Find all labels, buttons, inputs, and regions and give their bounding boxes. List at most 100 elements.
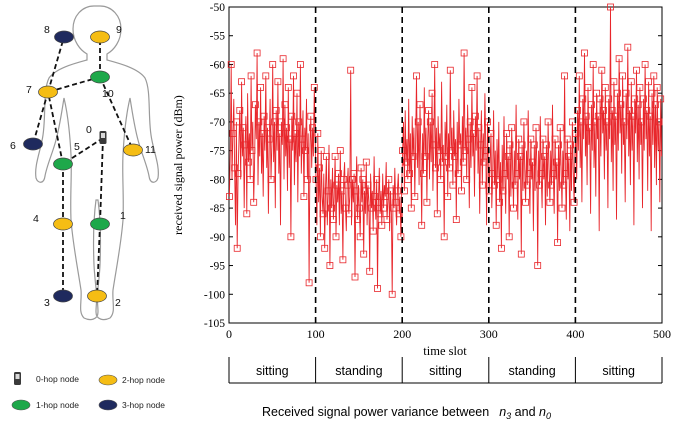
data-point <box>648 89 656 97</box>
data-point <box>374 198 382 206</box>
data-point <box>522 198 529 206</box>
body-node-6: 6 <box>10 137 43 152</box>
data-point <box>324 187 332 195</box>
legend-entry-3-hop: 3-hop node <box>98 399 165 411</box>
data-point <box>343 181 351 189</box>
legend-swatch-1-hop <box>11 399 31 411</box>
body-diagram: 0 1 2 3 4 5 6 7 8 9 10 11 <box>10 5 159 321</box>
data-point <box>329 216 337 224</box>
node-marker <box>123 143 143 157</box>
data-point <box>307 112 315 120</box>
data-point <box>517 152 524 160</box>
data-point <box>319 210 327 218</box>
data-point <box>345 210 353 218</box>
data-point <box>305 279 313 287</box>
data-point <box>359 175 367 183</box>
data-point <box>229 129 237 137</box>
data-point <box>577 118 585 126</box>
body-node-5: 5 <box>53 141 80 171</box>
data-point <box>336 147 344 155</box>
data-point <box>291 129 299 137</box>
data-point <box>317 147 325 155</box>
data-point <box>627 78 635 86</box>
data-point <box>523 181 531 189</box>
data-point <box>546 198 554 206</box>
data-point <box>460 49 468 57</box>
y-tick-label: -60 <box>210 59 226 71</box>
data-point <box>646 112 654 120</box>
data-point <box>287 233 295 241</box>
data-point <box>504 152 512 160</box>
caption-text: Received signal power variance between <box>262 405 489 419</box>
data-point <box>236 107 244 114</box>
data-point <box>247 72 255 80</box>
data-point <box>267 175 275 183</box>
hop-link <box>32 91 49 145</box>
data-point <box>371 193 379 201</box>
data-point <box>653 84 661 91</box>
data-point <box>231 164 239 172</box>
data-point <box>525 170 533 178</box>
data-point <box>326 262 334 269</box>
data-point <box>518 141 526 149</box>
x-tick-label: 300 <box>480 327 498 341</box>
data-point <box>378 221 386 229</box>
data-point <box>411 193 419 201</box>
data-point <box>350 170 358 178</box>
data-point <box>381 193 389 201</box>
node-marker <box>53 157 73 171</box>
data-point <box>629 112 637 120</box>
body-node-4: 4 <box>33 213 73 231</box>
body-node-7: 7 <box>26 84 58 99</box>
data-point <box>314 129 322 137</box>
y-tick-label: -70 <box>210 117 226 129</box>
node-label: 11 <box>145 144 156 156</box>
data-point <box>296 61 304 68</box>
data-point <box>238 78 246 86</box>
data-point <box>562 170 569 178</box>
caption-and: and <box>511 405 539 419</box>
data-point <box>264 124 271 132</box>
data-point <box>310 84 318 91</box>
data-point <box>541 152 549 160</box>
y-axis-label: received signal power (dBm) <box>171 95 185 235</box>
phase-label: sitting <box>602 364 635 378</box>
data-point <box>588 101 595 109</box>
hop-link <box>47 91 64 165</box>
data-point <box>565 152 573 160</box>
node-marker <box>53 289 73 303</box>
data-point <box>505 233 513 241</box>
data-point <box>418 221 426 229</box>
data-point <box>423 198 431 206</box>
data-point <box>288 112 296 120</box>
data-point <box>257 84 265 91</box>
data-point <box>322 152 330 160</box>
data-point <box>570 198 578 206</box>
data-point <box>511 181 519 189</box>
body-node-9: 9 <box>90 24 122 44</box>
x-tick-label: 200 <box>393 327 411 341</box>
data-point <box>246 175 254 183</box>
data-point <box>449 181 457 189</box>
node-marker <box>53 217 73 231</box>
data-point <box>641 61 649 68</box>
data-point <box>250 198 258 206</box>
data-point <box>380 204 388 212</box>
data-point <box>409 152 417 160</box>
data-point <box>397 233 405 241</box>
data-point <box>496 198 504 206</box>
data-point <box>302 147 310 155</box>
data-point <box>431 61 439 68</box>
data-point <box>452 216 460 224</box>
data-point <box>260 112 268 120</box>
data-point <box>555 141 562 149</box>
data-point <box>233 244 241 252</box>
data-point <box>333 181 341 189</box>
data-point <box>340 175 348 183</box>
node-label: 10 <box>102 88 114 100</box>
data-point <box>537 170 545 178</box>
y-tick-label: -50 <box>210 2 226 14</box>
data-point <box>433 210 441 218</box>
data-point <box>428 89 436 97</box>
data-point <box>638 118 645 126</box>
